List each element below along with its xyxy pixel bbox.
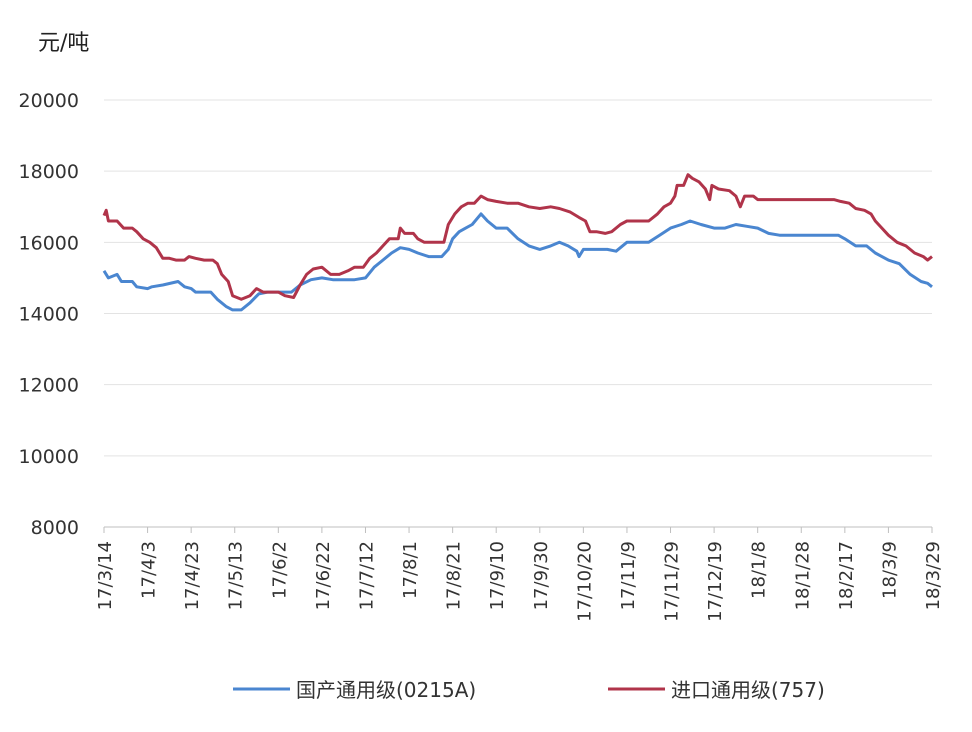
x-tick-label: 17/7/12: [356, 541, 377, 610]
x-tick-label: 18/3/29: [923, 541, 944, 610]
y-axis-ticks: 8000 10000 12000 14000 16000 18000 20000: [19, 90, 79, 539]
y-tick-label: 16000: [19, 232, 79, 254]
legend-label: 国产通用级(0215A): [296, 678, 476, 702]
x-tick-label: 18/1/8: [749, 541, 770, 599]
x-tick-label: 17/5/13: [226, 541, 247, 610]
x-tick-label: 17/12/19: [705, 541, 726, 622]
series-lines: [102, 173, 933, 312]
legend-label: 进口通用级(757): [671, 678, 825, 702]
x-tick-label: 18/1/28: [792, 541, 813, 610]
gridlines: [104, 99, 932, 457]
x-axis: 17/3/14 17/4/3 17/4/23 17/5/13 17/6/2 17/6/22…: [95, 526, 944, 622]
y-axis-unit-label: 元/吨: [38, 31, 89, 56]
x-tick-label: 17/11/9: [618, 541, 639, 610]
x-tick-label: 17/10/20: [574, 541, 595, 622]
y-tick-label: 20000: [19, 90, 79, 112]
x-tick-label: 17/8/21: [444, 541, 465, 610]
y-tick-label: 10000: [19, 446, 79, 468]
series-line-1: [102, 212, 933, 312]
y-tick-label: 12000: [19, 375, 79, 397]
y-tick-label: 14000: [19, 304, 79, 326]
x-tick-label: 17/6/2: [269, 541, 290, 599]
x-tick-label: 17/4/3: [139, 541, 160, 599]
x-tick-label: 17/8/1: [400, 541, 421, 599]
x-tick-label: 17/3/14: [95, 541, 116, 610]
y-tick-label: 18000: [19, 161, 79, 183]
x-tick-label: 17/11/29: [662, 541, 683, 622]
x-tick-label: 17/9/10: [487, 541, 508, 610]
x-tick-label: 17/9/30: [531, 541, 552, 610]
y-tick-label: 8000: [31, 517, 79, 539]
series-line-2: [102, 173, 933, 301]
x-tick-label: 17/6/22: [313, 541, 334, 610]
x-tick-label: 17/4/23: [182, 541, 203, 610]
legend: 国产通用级(0215A) 进口通用级(757): [233, 678, 825, 702]
x-tick-label: 18/3/9: [879, 541, 900, 599]
x-tick-label: 18/2/17: [836, 541, 857, 610]
